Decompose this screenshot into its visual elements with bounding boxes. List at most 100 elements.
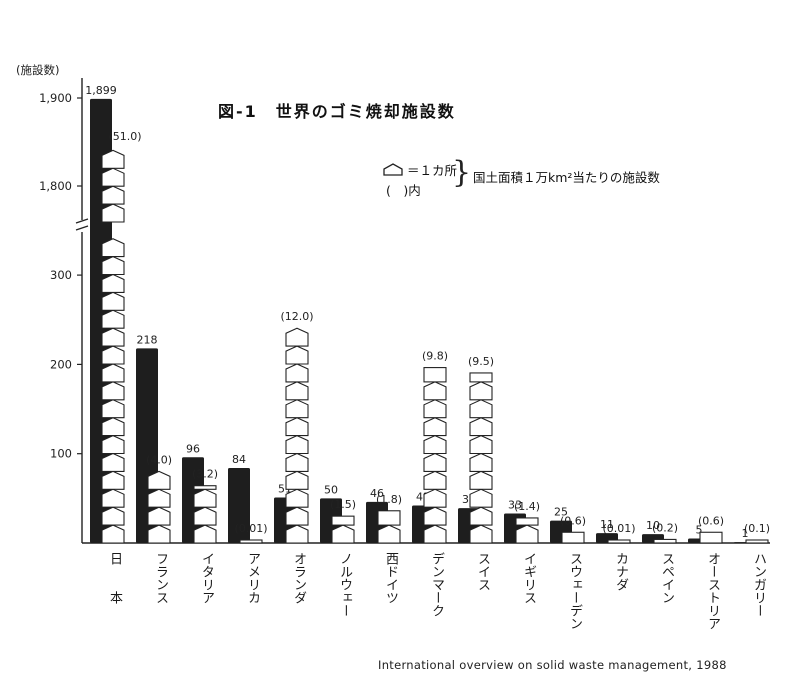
density-house-4-1 <box>285 506 309 526</box>
density-house-8-2 <box>469 488 493 508</box>
density-house-0-3 <box>101 470 125 490</box>
density-house-0-15 <box>101 255 125 276</box>
density-house-2-2 <box>193 488 217 508</box>
chart-title: 図-1 世界のゴミ焼却施設数 <box>218 102 456 121</box>
legend-description: 国土面積１万km²当たりの施設数 <box>473 170 660 185</box>
density-label-14: (0.1) <box>744 522 770 535</box>
category-label-8: スイス <box>475 552 490 591</box>
density-house-2-partial <box>193 485 217 490</box>
density-house-0-7 <box>101 399 125 419</box>
density-house-0-1 <box>101 506 125 526</box>
category-label-4: オランダ <box>291 552 306 604</box>
density-house-7-7 <box>423 399 447 419</box>
density-house-7-6 <box>423 417 447 437</box>
density-house-0-0 <box>101 524 125 544</box>
density-house-4-2 <box>285 488 309 508</box>
density-house-0-10 <box>101 345 125 365</box>
y-tick-1800: 1,800 <box>39 179 72 193</box>
density-house-0-upper-1 <box>101 185 125 205</box>
y-tick-300: 300 <box>50 268 72 282</box>
density-label-4: (12.0) <box>280 310 313 323</box>
density-label-6: (1.8) <box>376 493 402 506</box>
density-house-6-0 <box>377 524 401 544</box>
density-label-3: (0.01) <box>234 522 267 535</box>
density-house-2-0 <box>193 524 217 544</box>
density-label-7: (9.8) <box>422 350 448 363</box>
density-house-8-5 <box>469 434 493 455</box>
density-house-7-3 <box>423 470 447 490</box>
count-label-5: 50 <box>324 483 338 496</box>
density-house-1-0 <box>147 524 171 544</box>
density-label-1: (4.0) <box>146 453 172 466</box>
category-label-11: カナダ <box>613 552 628 591</box>
density-label-9: (1.4) <box>514 500 540 513</box>
density-house-1-1 <box>147 506 171 526</box>
y-tick-200: 200 <box>50 357 72 371</box>
density-label-12: (0.2) <box>652 521 678 534</box>
count-label-9: 33 <box>508 499 522 512</box>
density-house-7-partial <box>423 367 447 383</box>
density-house-1-2 <box>147 488 171 508</box>
category-label-1: フランス <box>153 552 168 604</box>
source-note: International overview on solid waste ma… <box>378 658 727 672</box>
density-house-0-upper-3 <box>101 149 125 169</box>
category-label-12: スペイン <box>659 552 674 604</box>
y-tick-100: 100 <box>50 447 72 461</box>
density-house-10-partial <box>561 531 585 544</box>
density-house-4-0 <box>285 524 309 544</box>
density-house-8-8 <box>469 381 493 401</box>
count-label-6: 46 <box>370 487 384 500</box>
density-house-14-partial <box>745 539 769 544</box>
y-axis-label: (施設数) <box>16 63 59 77</box>
density-house-4-3 <box>285 470 309 490</box>
density-house-5-partial <box>331 515 355 526</box>
density-label-2: (3.2) <box>192 468 218 481</box>
density-house-0-upper-0 <box>101 203 125 223</box>
density-house-8-0 <box>469 524 493 544</box>
legend-unit-text: ＝１カ所 <box>406 163 457 178</box>
count-label-14: 1 <box>742 527 749 540</box>
category-label-13: オーストリア <box>705 552 720 630</box>
count-label-13: 5 <box>696 524 703 537</box>
density-house-0-5 <box>101 434 125 455</box>
density-house-8-3 <box>469 470 493 490</box>
density-house-9-partial <box>515 517 539 526</box>
density-house-8-1 <box>469 506 493 526</box>
density-house-0-4 <box>101 452 125 472</box>
category-label-6: 西ドイツ <box>383 552 398 604</box>
density-house-11-partial <box>607 539 631 544</box>
density-house-4-10 <box>285 345 309 365</box>
density-label-0: (51.0) <box>108 130 141 143</box>
category-label-2: イタリア <box>199 552 214 604</box>
density-house-4-4 <box>285 452 309 472</box>
density-house-0-6 <box>101 417 125 437</box>
density-house-12-partial <box>653 538 677 544</box>
y-tick-1900: 1,900 <box>39 91 72 105</box>
density-house-7-5 <box>423 434 447 455</box>
density-house-9-0 <box>515 524 539 544</box>
density-house-7-8 <box>423 381 447 401</box>
count-label-1: 218 <box>137 333 158 346</box>
density-house-8-4 <box>469 452 493 472</box>
count-label-0: 1,899 <box>85 84 117 97</box>
density-house-8-partial <box>469 372 493 383</box>
density-house-4-7 <box>285 399 309 419</box>
density-house-0-2 <box>101 488 125 508</box>
density-label-10: (0.6) <box>560 514 586 527</box>
density-house-4-11 <box>285 327 309 347</box>
legend-paren-label: ( )内 <box>386 183 421 198</box>
density-house-7-2 <box>423 488 447 508</box>
count-bar-3 <box>228 467 250 543</box>
category-label-0: 日本 <box>107 552 122 630</box>
density-house-7-0 <box>423 524 447 544</box>
density-house-2-1 <box>193 506 217 526</box>
density-house-8-7 <box>469 399 493 419</box>
count-label-11: 11 <box>600 518 614 531</box>
category-label-14: ハンガリー <box>751 552 766 617</box>
density-house-4-6 <box>285 417 309 437</box>
category-label-10: スウェーデン <box>567 552 582 630</box>
density-house-13-partial <box>699 531 723 544</box>
density-house-0-8 <box>101 381 125 401</box>
axis-break-mark <box>75 218 89 231</box>
density-house-5-0 <box>331 524 355 544</box>
